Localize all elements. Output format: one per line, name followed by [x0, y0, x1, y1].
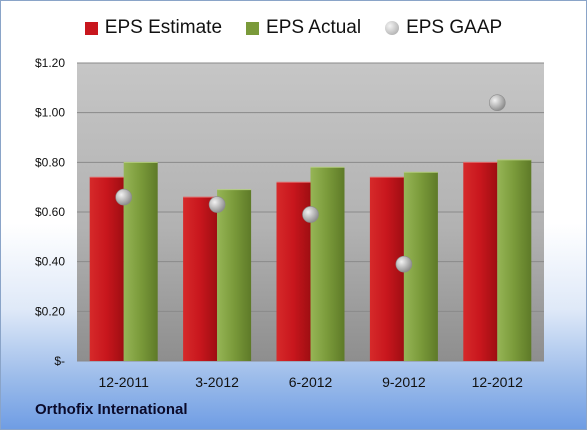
legend: EPS Estimate EPS Actual EPS GAAP	[1, 17, 586, 39]
legend-swatch-eps-gaap	[385, 21, 400, 35]
y-tick-label: $0.20	[35, 304, 65, 318]
y-tick-label: $0.40	[35, 255, 65, 269]
legend-label-eps-estimate: EPS Estimate	[104, 17, 223, 38]
x-tick-label: 9-2012	[382, 374, 426, 390]
y-tick-label: $1.00	[35, 106, 65, 120]
bar-eps-estimate	[463, 162, 498, 361]
marker-eps-gaap	[302, 206, 319, 223]
bar-eps-actual	[497, 159, 532, 361]
marker-eps-gaap	[488, 94, 506, 112]
marker-eps-gaap	[115, 188, 132, 206]
bar-eps-actual	[310, 167, 345, 361]
bar-eps-estimate	[89, 177, 124, 361]
y-tick-label: $0.60	[35, 205, 65, 219]
bar-eps-estimate	[183, 197, 218, 361]
bar-eps-actual	[217, 189, 252, 361]
legend-item-eps-actual: EPS Actual	[246, 17, 361, 39]
legend-swatch-eps-actual	[246, 21, 260, 35]
legend-label-eps-gaap: EPS GAAP	[406, 17, 503, 38]
x-tick-label: 3-2012	[195, 374, 239, 390]
legend-item-eps-estimate: EPS Estimate	[84, 17, 223, 39]
legend-label-eps-actual: EPS Actual	[266, 17, 362, 38]
company-name: Orthofix International	[35, 401, 188, 418]
legend-item-eps-gaap: EPS GAAP	[385, 17, 502, 39]
x-tick-label: 12-2012	[472, 374, 524, 390]
x-tick-label: 6-2012	[289, 374, 333, 390]
x-tick-label: 12-2011	[99, 374, 150, 390]
y-tick-label: $-	[54, 354, 65, 368]
legend-swatch-eps-estimate	[84, 21, 98, 35]
y-tick-label: $0.80	[35, 155, 65, 169]
y-tick-label: $1.20	[35, 56, 65, 70]
marker-eps-gaap	[208, 196, 226, 213]
marker-eps-gaap	[395, 255, 413, 273]
